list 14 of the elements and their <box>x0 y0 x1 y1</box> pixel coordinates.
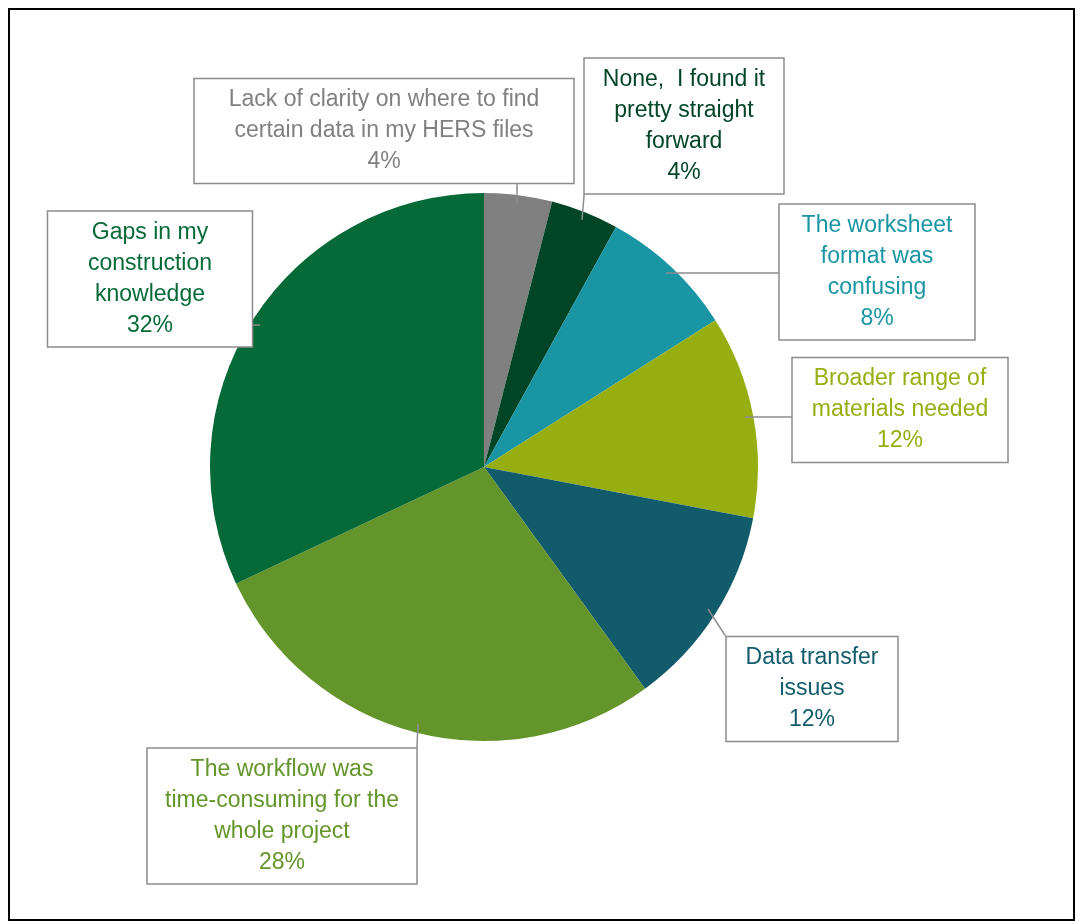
slice-label: Data transfer issues <box>745 643 879 701</box>
slice-label: The workflow was time-consuming for the whole project <box>165 754 399 843</box>
slice-label: None, I found it pretty straight forward <box>602 64 766 153</box>
data-label: 12% <box>876 426 924 453</box>
slice-label: The worksheet format was confusing <box>801 210 954 299</box>
slice-label: Lack of clarity on where to find certain data in my HERS files <box>228 85 540 143</box>
data-label: 4% <box>367 147 401 174</box>
data-label: 8% <box>860 303 894 330</box>
data-label: 32% <box>126 310 174 337</box>
data-label: 12% <box>788 705 836 732</box>
data-label: 28% <box>258 847 306 874</box>
data-label: 4% <box>667 157 701 184</box>
slice-label: Broader range of materials needed <box>811 364 989 422</box>
slice-label: Gaps in my construction knowledge <box>87 217 213 306</box>
